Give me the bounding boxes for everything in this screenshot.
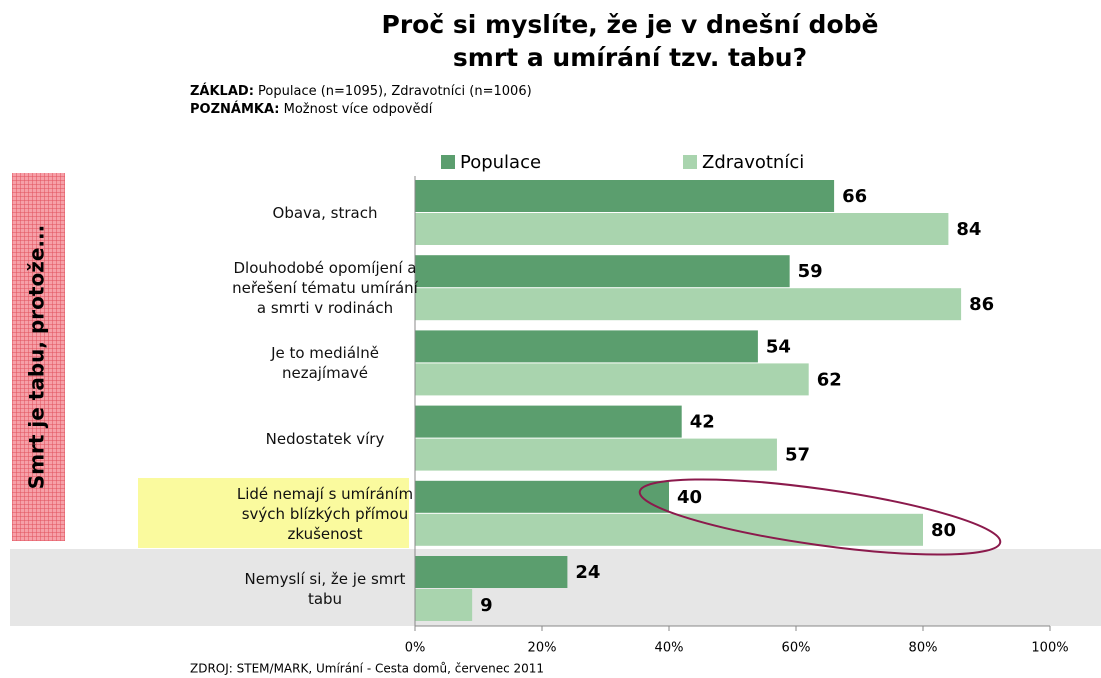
bar [415, 480, 669, 513]
value-label: 80 [931, 520, 956, 541]
bar [415, 288, 962, 321]
x-tick-label: 80% [909, 641, 938, 656]
side-box [12, 173, 65, 541]
bar [415, 405, 682, 438]
note-label: POZNÁMKA: [190, 101, 279, 117]
value-label: 54 [766, 336, 791, 357]
chart-title: Proč si myslíte, že je v dnešní době smr… [381, 10, 879, 72]
bar [415, 589, 473, 621]
value-label: 84 [956, 219, 981, 240]
value-label: 66 [842, 186, 867, 207]
bar [415, 330, 758, 363]
base: ZÁKLAD: Populace (n=1095), Zdravotníci (… [190, 83, 532, 99]
category-label: Je to mediálně nezajímavé [271, 344, 379, 383]
bar [415, 363, 809, 396]
bar [415, 255, 790, 288]
value-label: 40 [677, 487, 702, 508]
x-tick-label: 60% [782, 641, 811, 656]
bar [415, 513, 923, 546]
legend-swatch [683, 155, 697, 169]
legend-label: Zdravotníci [702, 152, 804, 173]
category-label: Obava, strach [272, 204, 378, 222]
bar [415, 438, 777, 471]
source: ZDROJ: STEM/MARK, Umírání - Cesta domů, … [190, 662, 544, 676]
value-label: 62 [817, 369, 842, 390]
bar [415, 213, 949, 245]
value-label: 57 [785, 445, 810, 466]
category-label: Lidé nemají s umíráním svých blízkých př… [236, 484, 414, 543]
annotation-ellipse [638, 478, 1002, 556]
note-text: Možnost více odpovědí [284, 102, 433, 117]
legend-label: Populace [460, 152, 541, 173]
highlight-box [138, 478, 409, 548]
note: POZNÁMKA: Možnost více odpovědí [190, 101, 433, 117]
category-label: Nemyslí si, že je smrt tabu [244, 570, 406, 608]
value-label: 24 [575, 562, 600, 583]
base-label: ZÁKLAD: [190, 83, 254, 99]
x-tick-label: 20% [528, 641, 557, 656]
value-label: 9 [480, 595, 493, 616]
bar [415, 180, 835, 212]
value-label: 42 [690, 412, 715, 433]
legend-swatch [441, 155, 455, 169]
side-label: Smrt je tabu, protože... [25, 225, 49, 489]
value-label: 86 [969, 294, 994, 315]
base-text: Populace (n=1095), Zdravotníci (n=1006) [258, 84, 532, 99]
x-tick-label: 100% [1031, 641, 1068, 656]
bar [415, 556, 568, 588]
x-tick-label: 0% [405, 641, 426, 656]
value-label: 59 [798, 261, 823, 282]
category-label: Dlouhodobé opomíjení a neřešení tématu u… [232, 259, 418, 318]
x-tick-label: 40% [655, 641, 684, 656]
category-label: Nedostatek víry [265, 429, 385, 448]
